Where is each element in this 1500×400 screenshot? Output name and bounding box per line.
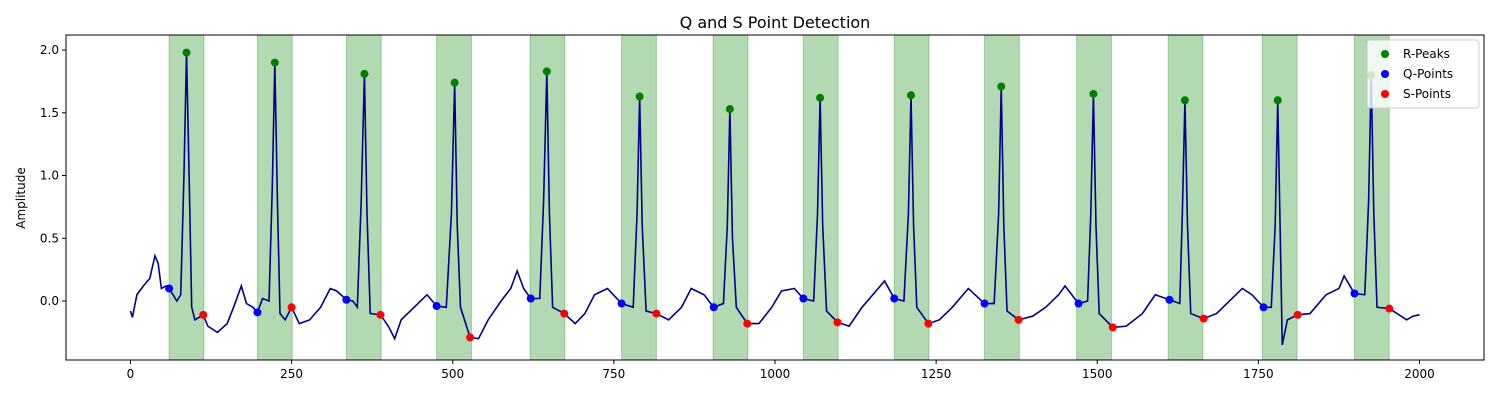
x-tick-label: 1750 — [1243, 367, 1274, 381]
point — [725, 105, 734, 114]
point — [253, 308, 262, 317]
point — [1273, 96, 1282, 105]
plot-frame — [65, 34, 1485, 361]
point — [1014, 315, 1023, 324]
x-tick-label: 500 — [441, 367, 464, 381]
point — [526, 294, 535, 303]
legend-marker — [1381, 90, 1389, 98]
point — [450, 78, 459, 87]
point — [924, 319, 933, 328]
point — [466, 333, 475, 342]
highlight-span — [621, 34, 657, 361]
y-tick-label: 2.0 — [40, 43, 59, 57]
highlight-span — [1167, 34, 1204, 361]
y-tick-label: 1.0 — [40, 169, 59, 183]
highlight-span — [893, 34, 930, 361]
point — [1165, 295, 1174, 304]
x-tick-label: 1500 — [1082, 367, 1113, 381]
x-tick-label: 1000 — [760, 367, 791, 381]
x-tick-label: 1250 — [921, 367, 952, 381]
point — [1074, 299, 1083, 308]
point — [1259, 303, 1268, 312]
point — [799, 294, 808, 303]
point — [560, 309, 569, 318]
point — [1089, 89, 1098, 98]
point — [743, 319, 752, 328]
point — [342, 295, 351, 304]
y-axis-label: Amplitude — [14, 167, 28, 229]
point — [1199, 314, 1208, 323]
y-tick-label: 0.0 — [40, 294, 59, 308]
point — [652, 309, 661, 318]
legend-marker — [1381, 50, 1389, 58]
legend-marker — [1381, 70, 1389, 78]
point — [906, 91, 915, 100]
point — [360, 69, 369, 78]
point — [287, 303, 296, 312]
point — [182, 48, 191, 57]
point — [980, 299, 989, 308]
x-tick-label: 2000 — [1404, 367, 1435, 381]
point — [165, 284, 174, 293]
x-tick-label: 750 — [602, 367, 625, 381]
legend-label: R-Peaks — [1403, 47, 1450, 61]
highlight-span — [712, 34, 749, 361]
x-tick-label: 250 — [280, 367, 303, 381]
signal-line — [129, 52, 1420, 346]
point — [816, 93, 825, 102]
point — [1108, 323, 1117, 332]
legend-label: Q-Points — [1403, 67, 1453, 81]
point — [997, 82, 1006, 91]
x-tick-label: 0 — [127, 367, 135, 381]
point — [542, 67, 551, 76]
point — [617, 299, 626, 308]
point — [270, 58, 279, 67]
point — [833, 318, 842, 327]
legend-box — [1366, 39, 1480, 109]
legend-label: S-Points — [1403, 87, 1451, 101]
y-tick-label: 0.5 — [40, 231, 59, 245]
y-tick-label: 1.5 — [40, 106, 59, 120]
point — [890, 294, 899, 303]
point — [1385, 304, 1394, 313]
point — [432, 302, 441, 311]
point — [1180, 96, 1189, 105]
point — [199, 310, 208, 319]
point — [1293, 310, 1302, 319]
highlight-span — [1076, 34, 1112, 361]
point — [709, 303, 718, 312]
point — [635, 92, 644, 101]
point — [1350, 289, 1359, 298]
point — [376, 310, 385, 319]
highlight-span — [802, 34, 839, 361]
chart-title: Q and S Point Detection — [680, 13, 871, 32]
